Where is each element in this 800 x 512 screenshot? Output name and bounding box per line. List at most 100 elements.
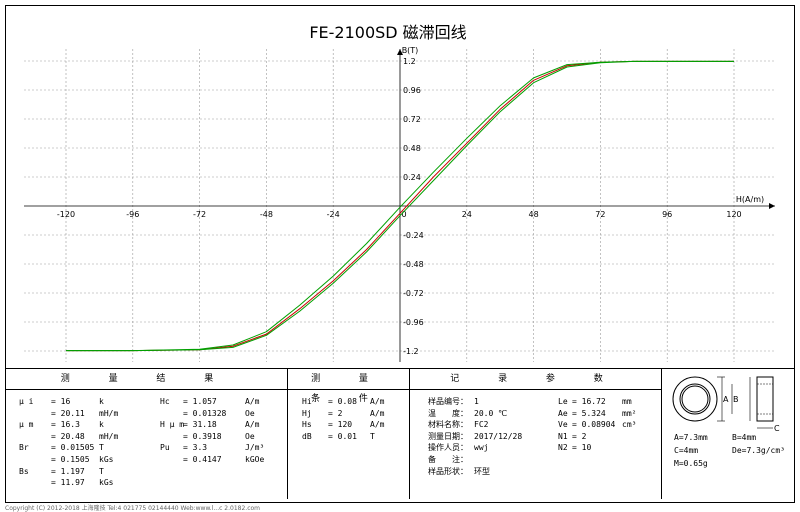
record-value: 样品形状：	[428, 466, 468, 476]
density: De=7.3g/cm³	[732, 446, 785, 455]
measured-value: = 20.11	[51, 408, 85, 418]
y-tick-label: -0.72	[403, 289, 424, 298]
x-tick-label: 72	[595, 210, 605, 219]
sample-shape-panel: A B C A=7.3mm B=4mm C=4mm De=7.3g/cm³ M=…	[662, 369, 795, 499]
measured-value: = 31.18	[183, 420, 217, 430]
y-tick-label: 0.96	[403, 86, 421, 95]
mass: M=0.65g	[674, 459, 708, 468]
condition-value: A/m	[370, 397, 385, 406]
chart-curves	[66, 60, 734, 352]
measured-value: T	[99, 443, 104, 453]
record-value: 操作人员：	[428, 443, 468, 453]
record-parameters-panel: 记 录 参 数 样品编号： 1 Le = 16.72 mm 温 度： 20.0 ℃ Ae = 5…	[410, 369, 662, 499]
dim-a-label: A	[723, 395, 729, 404]
condition-value: = 120	[328, 420, 353, 430]
measured-value: = 0.3918	[183, 431, 222, 441]
record-value: FC2	[474, 420, 489, 430]
record-value: 环型	[474, 466, 490, 476]
record-value: 20.0 ℃	[474, 408, 508, 418]
measured-value: kGOe	[245, 455, 265, 464]
measured-value: k	[99, 397, 104, 406]
measured-results-header: 测 量 结 果	[5, 369, 287, 390]
record-value: = 0.08904	[572, 420, 616, 430]
chart-axes	[24, 49, 775, 362]
measured-value: Bs	[19, 466, 29, 476]
measured-value: = 11.97	[51, 478, 85, 488]
record-value: = 5.324	[572, 408, 606, 418]
measured-value: T	[99, 466, 104, 476]
ring-sample-figure: A B C	[672, 376, 780, 433]
record-value: 1	[474, 397, 479, 406]
x-axis-label: H(A/m)	[736, 195, 764, 204]
measured-value: μ i	[19, 397, 34, 406]
condition-value: Hj	[302, 408, 312, 418]
measured-value: = 20.48	[51, 431, 85, 441]
record-value: N2	[558, 443, 568, 453]
measured-value: A/m	[245, 397, 260, 406]
dim-b: B=4mm	[732, 433, 757, 442]
condition-value: dB	[302, 431, 312, 441]
record-value: = 16.72	[572, 397, 606, 406]
y-tick-label: 0.48	[403, 144, 421, 153]
measured-value: = 3.3	[183, 443, 208, 453]
measured-results-panel: 测 量 结 果 μ i = 16 k Hc = 1.057 A/m = 20.11 mH/m =…	[5, 369, 288, 499]
measured-value: = 1.197	[51, 466, 85, 476]
measured-value: J/m³	[245, 443, 265, 453]
y-tick-label: -0.48	[403, 260, 424, 269]
measured-value: = 0.1505	[51, 455, 90, 464]
measured-value: Hc	[160, 397, 170, 406]
x-tick-label: -72	[193, 210, 206, 219]
record-value: mm	[622, 397, 632, 406]
measured-value: = 1.057	[183, 397, 217, 406]
record-value: 温 度：	[428, 408, 468, 418]
measured-value: = 0.4147	[183, 455, 222, 464]
dim-a: A=7.3mm	[674, 433, 708, 442]
measured-value: Oe	[245, 431, 255, 441]
measurement-conditions-header: 测 量 条 件	[288, 369, 409, 404]
condition-value: = 2	[328, 408, 343, 418]
record-value: N1	[558, 431, 568, 441]
x-tick-label: -48	[260, 210, 273, 219]
record-value: = 2	[572, 431, 587, 441]
record-value: 材料名称：	[428, 420, 468, 430]
hysteresis-curve-2	[66, 60, 734, 352]
x-tick-label: -24	[327, 210, 340, 219]
record-value: 测量日期：	[428, 431, 468, 441]
dim-c-label: C	[774, 424, 780, 433]
y-tick-label: 1.2	[403, 57, 416, 66]
measured-value: Br	[19, 443, 29, 453]
measured-value: = 0.01505	[51, 443, 95, 453]
record-value: cm³	[622, 420, 637, 430]
condition-value: = 0.01	[328, 431, 357, 441]
info-panel: 测 量 结 果 μ i = 16 k Hc = 1.057 A/m = 20.11 mH/m =…	[5, 368, 795, 499]
measured-value: = 16	[51, 397, 71, 406]
x-tick-label: -96	[126, 210, 139, 219]
measured-value: mH/m	[99, 431, 119, 441]
condition-value: Hi	[302, 397, 312, 406]
measured-value: A/m	[245, 420, 260, 430]
copyright-footer: Copyright (C) 2012-2018 上海隆技 Tel:4 02177…	[5, 505, 261, 512]
y-tick-label: -0.96	[403, 318, 424, 327]
y-tick-label: -1.2	[403, 347, 419, 356]
x-tick-label: 24	[462, 210, 472, 219]
x-tick-label: -120	[57, 210, 75, 219]
measured-value: mH/m	[99, 408, 119, 418]
window-frame	[5, 5, 795, 503]
measured-value: kGs	[99, 478, 114, 488]
measured-value: Pu	[160, 443, 170, 453]
x-tick-label: 0	[401, 210, 406, 219]
y-tick-label: 0.72	[403, 115, 421, 124]
record-value: wwj	[474, 443, 489, 453]
measured-value: H μ m	[160, 420, 185, 430]
condition-value: A/m	[370, 420, 385, 430]
measured-value: = 16.3	[51, 420, 80, 430]
record-value: 备 注：	[428, 455, 468, 464]
condition-value: Hs	[302, 420, 312, 430]
x-tick-label: 96	[662, 210, 672, 219]
x-axis-arrow	[769, 203, 775, 209]
record-value: Le	[558, 397, 568, 406]
hysteresis-chart: FE-2100SD 磁滞回线 -120 -96 -72 -48 -24 0 24 48 72 96…	[24, 23, 775, 362]
chart-ticks: -120 -96 -72 -48 -24 0 24 48 72 96 120 -1.2 -0.96 -0.…	[57, 57, 742, 356]
dim-c: C=4mm	[674, 446, 699, 455]
record-value: = 10	[572, 443, 592, 453]
